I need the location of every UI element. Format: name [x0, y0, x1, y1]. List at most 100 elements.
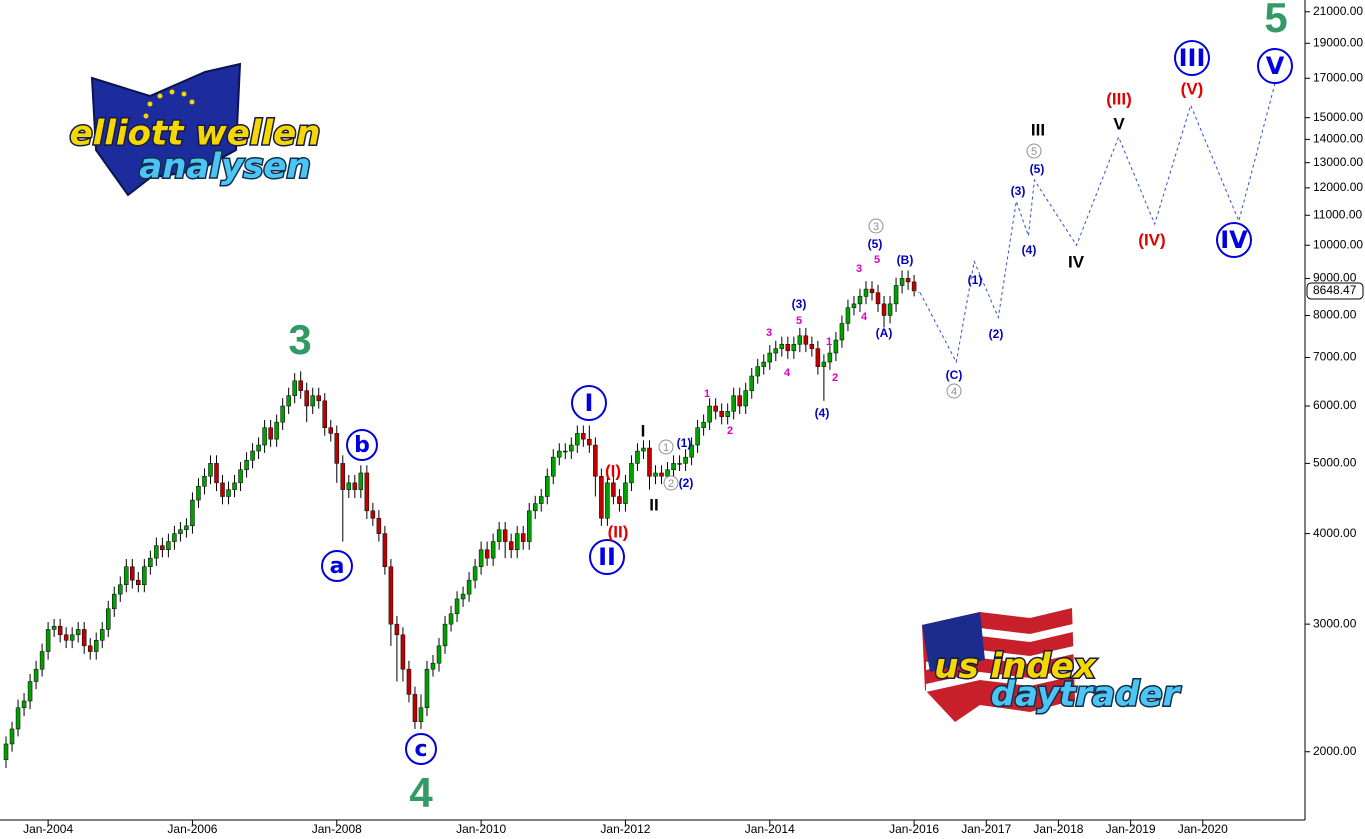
wave-label: I [641, 421, 646, 440]
y-tick-label: 5000.00 [1313, 456, 1357, 470]
candle-body [496, 529, 502, 542]
candle-body [551, 456, 556, 477]
wave-label: 3 [766, 327, 772, 339]
wave-label: b [354, 433, 370, 458]
x-tick-label: Jan-2010 [456, 822, 506, 836]
candle-body [27, 681, 33, 702]
candle-body [262, 427, 267, 446]
wave-label: 4 [784, 367, 791, 379]
candle-body [713, 405, 718, 412]
candle-body [334, 433, 340, 464]
candle-body [292, 380, 297, 396]
candle-body [719, 411, 724, 417]
candle-body [617, 496, 622, 504]
candle-body [887, 303, 893, 316]
candle-body [202, 475, 207, 487]
candle-body [779, 344, 785, 349]
candle-body [905, 278, 911, 283]
y-tick-label: 14000.00 [1313, 132, 1363, 146]
y-tick-label: 13000.00 [1313, 155, 1363, 169]
candle-body [893, 285, 899, 305]
candle-body [665, 469, 670, 477]
candle-body [220, 482, 225, 497]
wave-label: (I) [605, 461, 621, 480]
candle-body [538, 496, 544, 504]
y-tick-label: 11000.00 [1313, 207, 1362, 221]
wave-label: (II) [608, 522, 629, 541]
candle-body [340, 463, 346, 490]
candle-body [21, 700, 27, 709]
x-tick-label: Jan-2004 [23, 822, 73, 836]
candle-body [677, 463, 682, 465]
x-tick-label: Jan-2014 [745, 822, 795, 836]
candle-body [641, 447, 646, 452]
candle-body [484, 549, 490, 559]
candle-body [605, 482, 610, 519]
candle-body [526, 510, 532, 542]
candle-body [857, 296, 863, 305]
candle-body [105, 608, 111, 630]
wave-label: 4 [409, 769, 433, 816]
candle-body [773, 348, 779, 354]
candle-body [502, 529, 508, 542]
wave-label: III [1179, 44, 1206, 72]
wave-label: 4 [861, 311, 868, 323]
candle-body [328, 427, 334, 434]
candle-body [412, 694, 418, 722]
candle-body [466, 579, 472, 595]
candle-body [845, 307, 851, 324]
candle-body [274, 421, 279, 440]
candle-body [899, 278, 905, 286]
candle-body [557, 450, 562, 458]
wave-label: (3) [1011, 184, 1026, 198]
wave-label: (1) [968, 273, 983, 287]
candle-body [190, 499, 195, 527]
candle-body [166, 541, 171, 550]
candle-body [701, 421, 706, 428]
candle-body [623, 482, 628, 504]
candle-body [629, 463, 634, 484]
y-tick-label: 12000.00 [1313, 180, 1363, 194]
candle-body [791, 344, 797, 352]
candle-body [364, 472, 370, 512]
candle-body [346, 482, 352, 490]
x-tick-label: Jan-2018 [1033, 822, 1083, 836]
wave-label: (5) [1030, 162, 1045, 176]
candle-body [280, 405, 285, 423]
candle-body [725, 411, 730, 417]
wave-label: (4) [815, 406, 830, 420]
candle-body [707, 405, 712, 423]
candle-body [514, 533, 520, 550]
candle-body [376, 518, 382, 534]
wave-circle [321, 550, 353, 582]
candle-body [881, 303, 887, 316]
wave-label: 2 [832, 372, 838, 384]
y-tick-label: 21000.00 [1313, 4, 1363, 18]
candle-body [436, 645, 442, 664]
candle-body [575, 433, 580, 446]
candle-body [322, 400, 327, 428]
wave-label: 5 [796, 315, 802, 327]
wave-label: (A) [876, 326, 893, 340]
x-tick-label: Jan-2016 [889, 822, 939, 836]
candle-body [154, 545, 159, 559]
wave-circle [658, 439, 674, 455]
wave-label: 1 [663, 442, 669, 454]
logo-text: daytrader [991, 675, 1182, 715]
candle-body [442, 623, 448, 647]
candle-body [148, 557, 153, 568]
candle-body [93, 640, 99, 652]
logo-text: elliott wellen [70, 114, 321, 154]
eu-stars [143, 89, 195, 119]
candle-body [803, 335, 809, 345]
wave-label: 3 [288, 316, 311, 363]
candle-body [316, 395, 321, 402]
wave-label: (5) [868, 237, 883, 251]
candle-body [352, 482, 358, 490]
candle-body [45, 629, 51, 652]
x-tick-label: Jan-2008 [312, 822, 362, 836]
candle-body [593, 444, 598, 477]
candle-body [418, 707, 424, 722]
x-tick-label: Jan-2006 [167, 822, 217, 836]
